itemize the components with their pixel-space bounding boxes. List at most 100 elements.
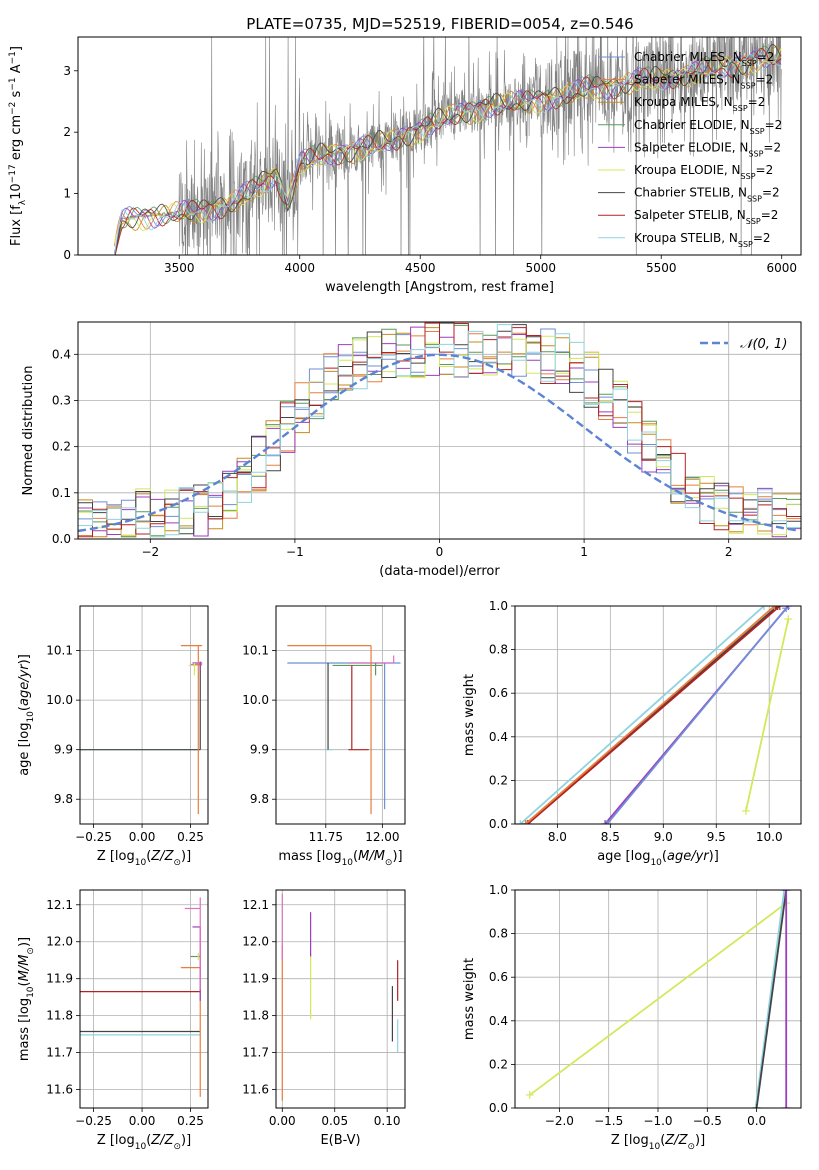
mass-weight-marker [782,1104,791,1108]
mass-weight-line [606,607,787,824]
plot-area [287,645,401,815]
observed-spectrum-line [113,37,782,255]
y-tick-label: 0.2 [489,1057,508,1071]
mass-weight-marker [770,606,779,610]
axes-frame [275,605,406,825]
x-axis-label: Z [log10(Z/Z⊙)] [611,1133,705,1152]
x-tick-label: 6000 [766,261,797,275]
y-tick-label: 9.9 [250,743,269,757]
mass-weight-line [527,606,781,824]
model-spectrum-line [113,54,782,247]
x-axis-label: Z [log10(Z/Z⊙)] [97,849,191,868]
plot-area [113,37,782,255]
x-tick-label: 3500 [164,261,195,275]
plot-spectrum: 3500 4000 4500 5000 5500 6000 0 1 2 3 wavelength [… [8,36,802,295]
y-tick-label: 9.8 [54,792,73,806]
y-tick-label: 0.0 [489,1101,508,1115]
mass-weight-marker [741,806,750,815]
legend: 𝒩(0, 1) [700,337,787,352]
y-tick-label: 9.8 [250,792,269,806]
y-axis-label: Flux [fλ10−17 erg cm−2 s−1 A−1] [8,46,28,246]
legend: Chabrier MILES, NSSP=2 Salpeter MILES, NS… [598,50,782,248]
mass-weight-marker [752,1104,761,1108]
x-tick-label: 0 [436,545,444,559]
y-tick-label: 0.1 [52,486,71,500]
x-tick-label: −1.0 [643,1114,672,1128]
x-axis-label: mass [log10(M/M⊙)] [278,849,402,868]
y-tick-label: 11.8 [242,1009,269,1023]
legend-label: Chabrier MILES, NSSP=2 [634,50,774,68]
mass-weight-marker [784,615,793,624]
plot-residuals: −2 −1 0 1 2 0.0 0.1 0.2 0.3 0.4 (data-model)/error… [21,321,802,579]
plot-area [80,897,201,1097]
residual-histogram-step [78,324,801,539]
x-tick-label: 0.25 [177,1114,204,1128]
plot-mass-vs-Z: −0.25 0.00 0.25 11.6 11.7 11.8 11.9 12.0 12.1 Z [… [17,889,209,1152]
x-tick-label: 10.0 [756,830,783,844]
plot-area [516,606,793,824]
y-tick-label: 3 [63,64,71,78]
x-tick-label: −0.25 [75,830,112,844]
x-tick-label: −2 [141,545,159,559]
legend-label: Kroupa MILES, NSSP=2 [634,95,765,113]
x-tick-label: 12.00 [365,830,399,844]
mass-weight-line [754,890,786,1108]
y-tick-label: 11.9 [242,972,269,986]
x-tick-label: 0.0 [747,1114,766,1128]
y-tick-label: 0.8 [489,643,508,657]
legend-label: Chabrier STELIB, NSSP=2 [634,186,780,204]
normal-distribution-line [78,353,799,533]
plot-mass-vs-ebv: 0.00 0.05 0.10 11.6 11.7 11.8 11.9 12.0 12.1 E(B-… [242,889,406,1148]
x-tick-label: 0.10 [374,1114,401,1128]
model-spectrum-line [114,47,782,255]
plot-area [281,893,399,1101]
y-tick-label: 10.1 [242,644,269,658]
y-tick-label: 0 [63,248,71,262]
y-tick-label: 0.3 [52,393,71,407]
mass-weight-marker [516,820,525,824]
x-tick-label: 4000 [284,261,315,275]
model-spectrum-line [114,50,782,255]
x-tick-label: 5500 [646,261,677,275]
y-tick-label: 11.6 [242,1083,269,1097]
x-axis-label: age [log10(age/yr)] [597,849,719,868]
y-tick-label: 9.9 [54,743,73,757]
x-axis-label: E(B-V) [320,1133,360,1148]
mass-weight-marker [521,820,530,824]
mass-weight-line [745,618,790,812]
y-tick-label: 2 [63,125,71,139]
mass-weight-line [529,902,787,1096]
y-tick-label: 10.0 [46,693,73,707]
mass-weight-line [519,606,765,824]
x-tick-label: 8.0 [548,830,567,844]
y-tick-label: 0.0 [52,532,71,546]
model-spectrum-line [114,53,782,255]
x-tick-label: 11.75 [309,830,343,844]
x-tick-label: −0.5 [693,1114,722,1128]
y-tick-label: 11.8 [46,1009,73,1023]
y-tick-label: 11.7 [46,1046,73,1060]
mass-weight-line [755,890,788,1108]
y-axis-label: mass weight [462,958,477,1040]
y-tick-label: 12.1 [46,898,73,912]
plot-area [78,322,801,539]
mass-weight-marker [601,820,610,824]
x-tick-label: 5000 [525,261,556,275]
y-tick-label: 12.0 [46,935,73,949]
plot-age-vs-Z: −0.25 0.00 0.25 9.8 9.9 10.0 10.1 Z [log10(Z/Z⊙… [17,605,209,868]
plot-area [525,890,791,1108]
x-tick-label: −2.0 [545,1114,574,1128]
x-tick-label: −1.5 [594,1114,623,1128]
x-axis-label: Z [log10(Z/Z⊙)] [97,1133,191,1152]
legend-label: Chabrier ELODIE, NSSP=2 [634,118,782,136]
legend-label: Salpeter MILES, NSSP=2 [634,73,773,91]
y-tick-label: 11.7 [242,1046,269,1060]
y-axis-label: mass [log10(M/M⊙)] [17,937,36,1061]
mass-weight-marker [525,1090,534,1099]
y-tick-label: 1.0 [489,883,508,897]
axes-frame [79,605,209,825]
x-tick-label: 9.5 [707,830,726,844]
mass-weight-line [524,606,776,824]
mass-weight-marker [759,606,768,610]
axes-frame [79,889,209,1109]
